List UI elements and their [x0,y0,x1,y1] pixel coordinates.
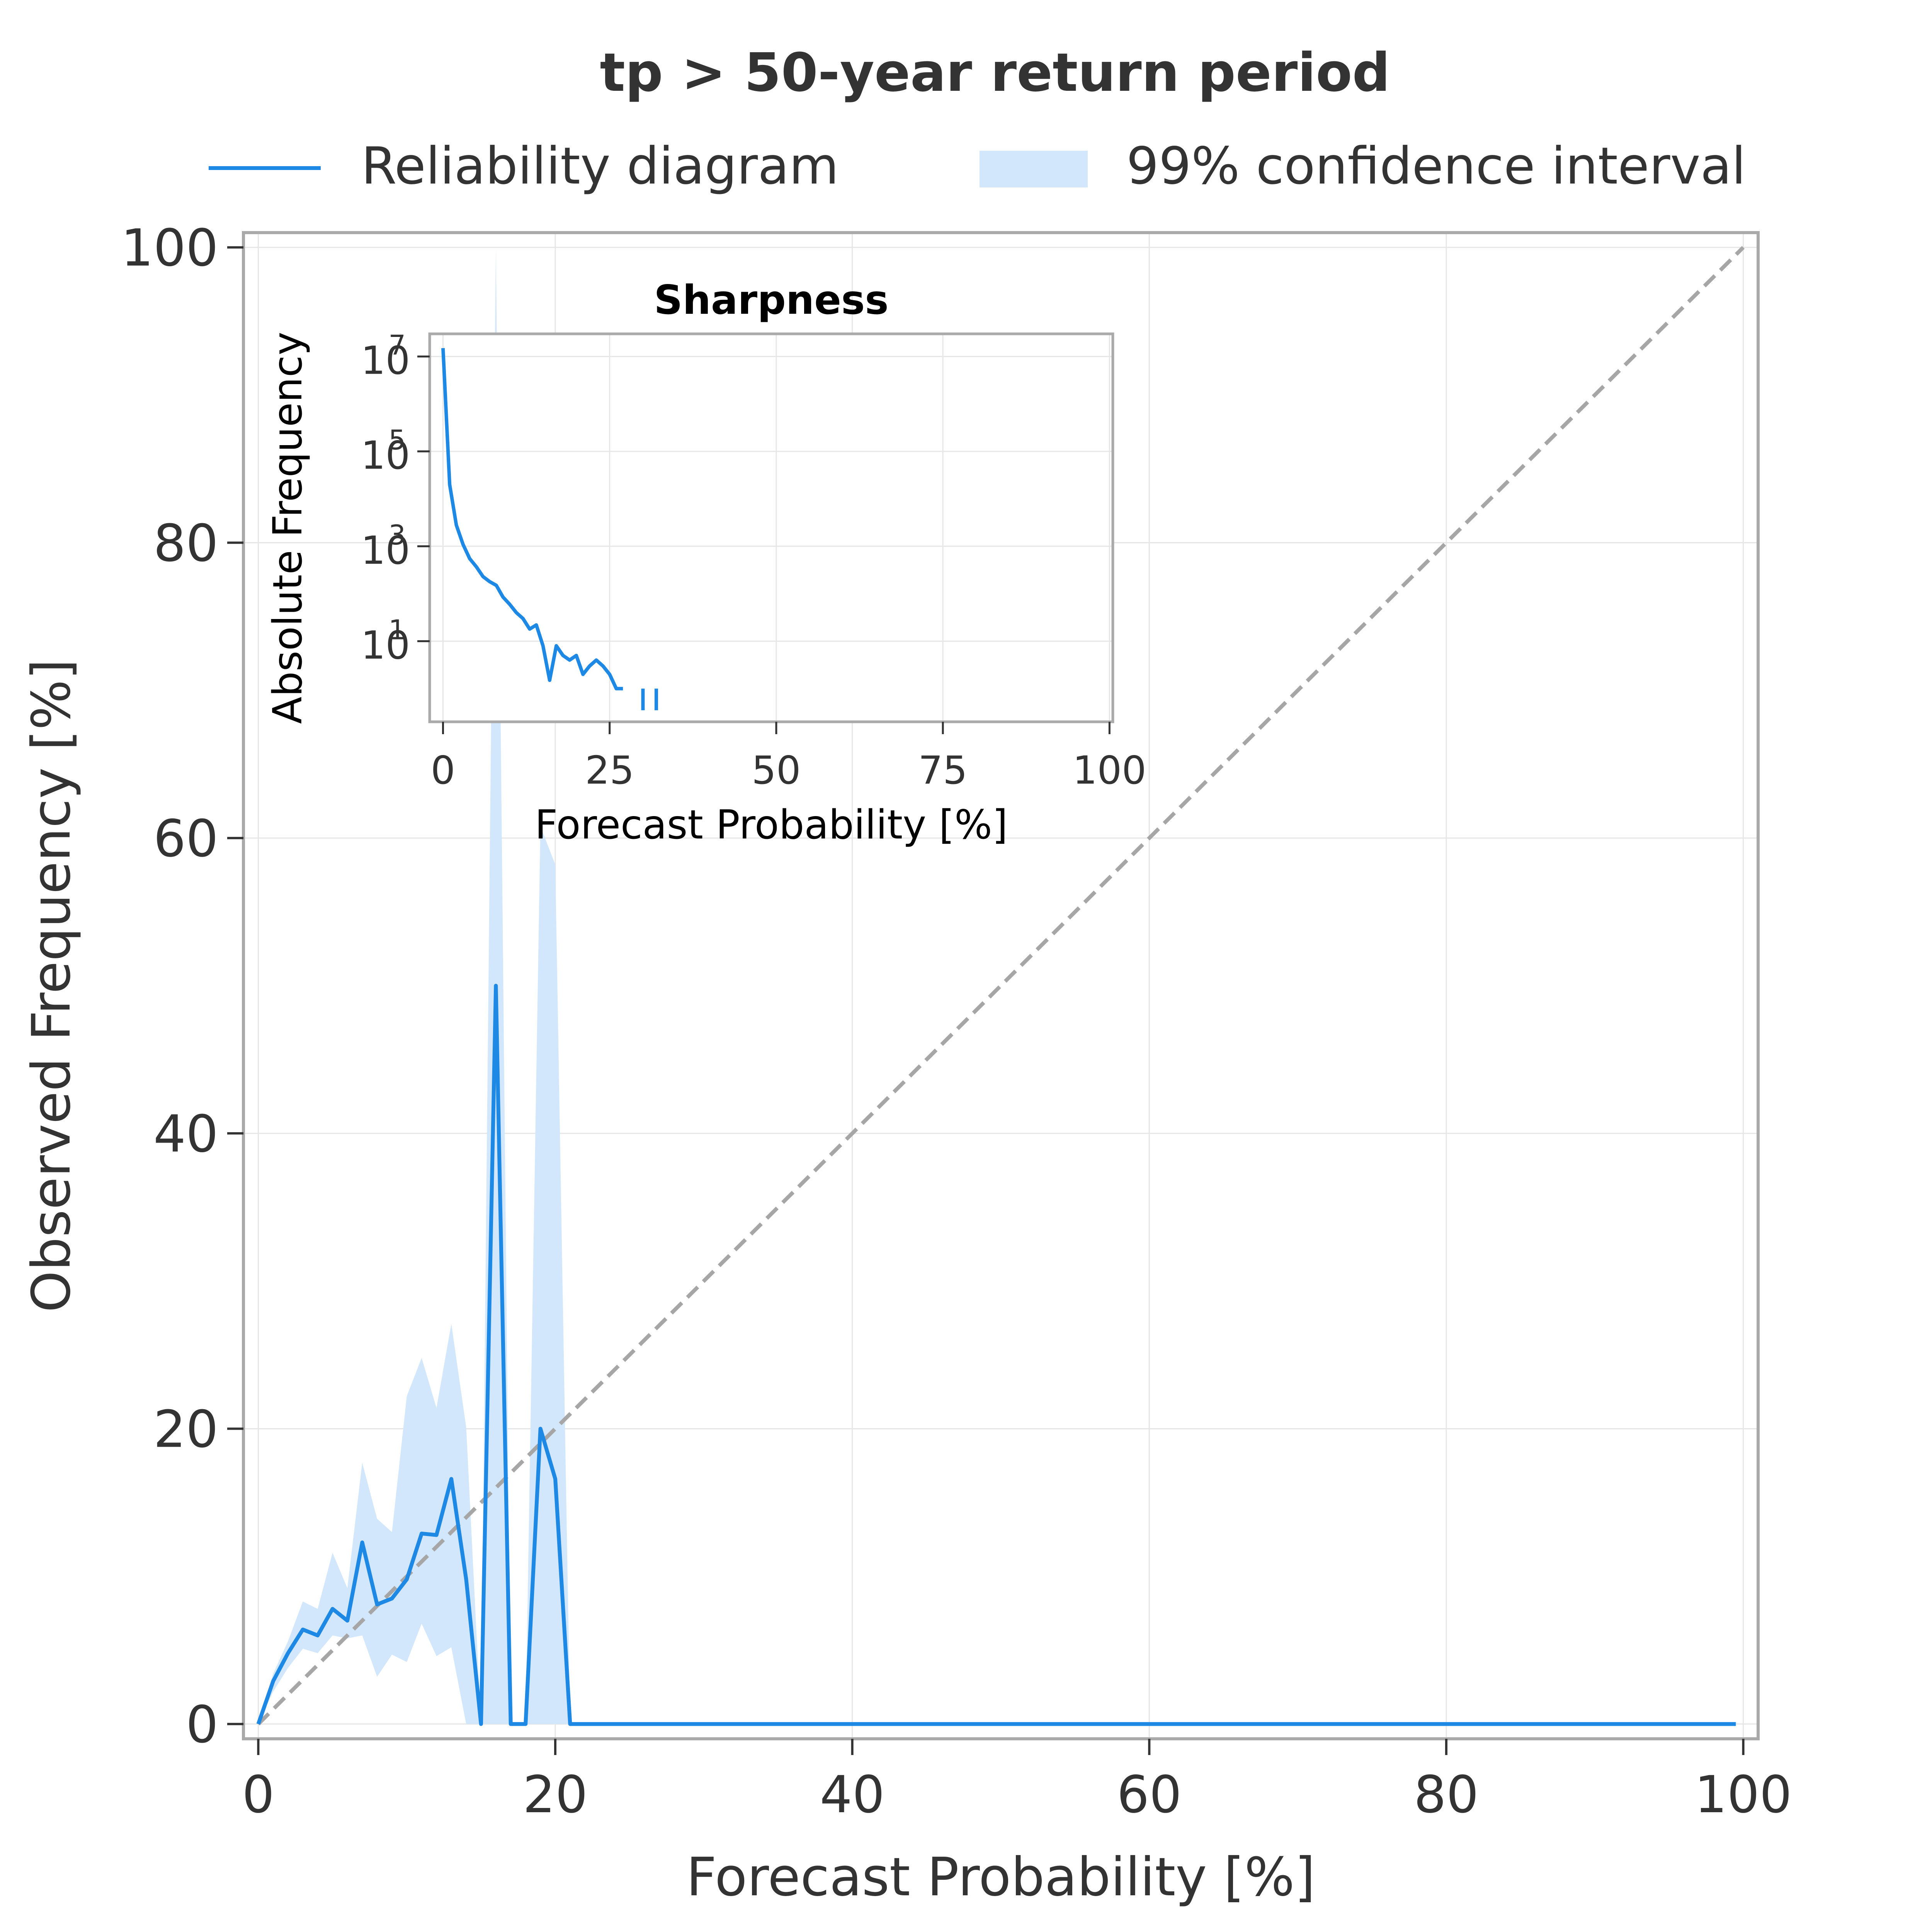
main-y-axis-label: Observed Frequency [%] [21,659,82,1312]
chart-title: tp > 50-year return period [600,42,1390,104]
inset-x-tick-label: 0 [431,748,456,793]
inset-y-tick-exponent: 5 [388,424,406,456]
x-tick-label: 100 [1695,1765,1792,1825]
inset-lines [441,348,658,711]
inset-x-tick-label: 25 [585,748,634,793]
x-tick-label: 0 [242,1765,274,1825]
y-tick-label: 20 [153,1400,218,1459]
sharpness-line-segment [441,348,623,690]
main-axes-frame [242,231,1760,1740]
legend-band-swatch [980,151,1088,187]
y-tick-label: 100 [121,218,218,278]
inset-y-tick-label: 10 [361,622,410,668]
inset-title: Sharpness [654,277,888,323]
inset-background [430,334,1113,722]
inset-x-tick-label: 50 [752,748,801,793]
inset-x-axis-label: Forecast Probability [%] [535,802,1008,848]
inset-y-tick-exponent: 1 [388,614,406,646]
legend-label-confidence: 99% confidence interval [1126,136,1746,196]
inset-x-tick-label: 75 [918,748,968,793]
y-tick-label: 60 [153,809,218,869]
inset-y-tick-exponent: 3 [388,519,406,551]
inset-y-tick-label: 10 [361,433,410,478]
x-tick-label: 80 [1414,1765,1479,1825]
y-tick-label: 0 [186,1695,218,1755]
inset-x-tick-label: 100 [1073,748,1146,793]
x-tick-label: 40 [820,1765,885,1825]
inset-y-axis-label: Absolute Frequency [265,332,311,724]
inset-y-tick-label: 10 [361,338,410,383]
x-tick-label: 60 [1117,1765,1182,1825]
inset-y-tick-label: 10 [361,528,410,573]
legend: Reliability diagram 99% confidence inter… [209,136,1746,196]
inset-y-tick-exponent: 7 [388,330,406,361]
inset-axes-frame [428,332,1114,723]
y-tick-label: 80 [153,514,218,573]
x-tick-label: 20 [523,1765,588,1825]
y-tick-label: 40 [153,1104,218,1164]
reliability-line [256,984,1736,1726]
legend-label-reliability: Reliability diagram [361,136,839,196]
inset-grid [430,334,1113,722]
main-x-axis-label: Forecast Probability [%] [686,1847,1315,1908]
